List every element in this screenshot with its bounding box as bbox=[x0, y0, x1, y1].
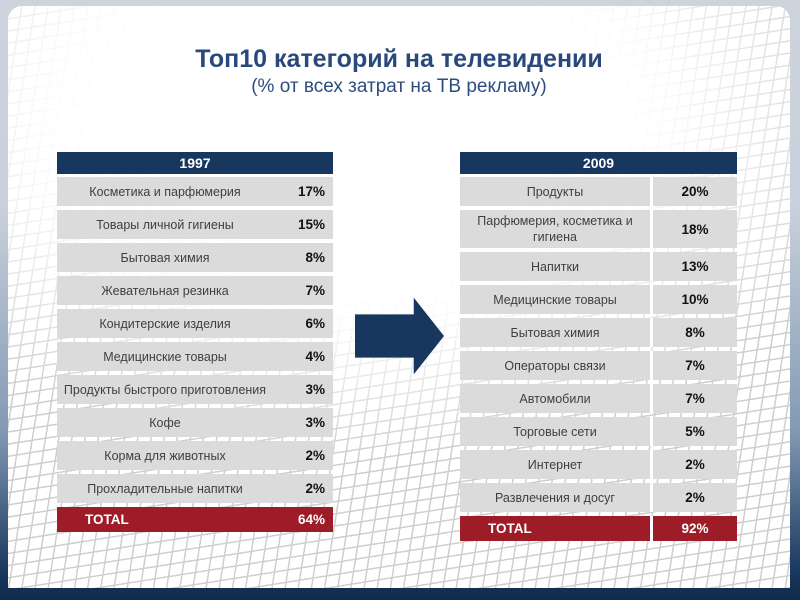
row-category-label: TOTAL bbox=[85, 511, 129, 527]
row-percent-value: 7% bbox=[650, 351, 737, 380]
table-row: Продукты 20% bbox=[460, 177, 737, 206]
table-row: Жевательная резинка 7% bbox=[57, 276, 333, 305]
row-category-label: Автомобили bbox=[519, 391, 591, 406]
row-category-label: TOTAL bbox=[488, 520, 532, 536]
table-row: Напитки 13% bbox=[460, 252, 737, 281]
row-percent-value: 13% bbox=[650, 252, 737, 281]
table-1997: 1997 Косметика и парфюмерия 17% Товары личн… bbox=[57, 152, 333, 536]
row-percent-value: 6% bbox=[305, 316, 325, 331]
table-year-header: 1997 bbox=[57, 152, 333, 174]
row-category-label: Продукты bbox=[526, 184, 584, 199]
row-percent-value: 10% bbox=[650, 285, 737, 314]
row-percent-value: 8% bbox=[305, 250, 325, 265]
row-percent-value: 4% bbox=[305, 349, 325, 364]
row-percent-value: 2% bbox=[305, 448, 325, 463]
table-row: Корма для животных 2% bbox=[57, 441, 333, 470]
row-category-label: Продукты быстрого приготовления bbox=[63, 382, 267, 397]
table-row: Медицинские товары 4% bbox=[57, 342, 333, 371]
row-percent-value: 2% bbox=[650, 483, 737, 512]
row-category-label: Медицинские товары bbox=[103, 349, 227, 364]
row-category-label: Медицинские товары bbox=[493, 292, 617, 307]
row-category-label: Товары личной гигиены bbox=[96, 217, 234, 232]
row-category-label: Кофе bbox=[149, 415, 181, 430]
row-percent-value: 15% bbox=[297, 217, 325, 232]
table-total-row: TOTAL 92% bbox=[460, 516, 737, 541]
row-percent-value: 64% bbox=[297, 512, 325, 527]
row-category-label: Бытовая химия bbox=[120, 250, 210, 265]
table-row: Кондитерские изделия 6% bbox=[57, 309, 333, 338]
row-percent-value: 7% bbox=[650, 384, 737, 413]
table-row: Товары личной гигиены 15% bbox=[57, 210, 333, 239]
table-row: Операторы связи 7% bbox=[460, 351, 737, 380]
slide-subtitle: (% от всех затрат на ТВ рекламу) bbox=[251, 76, 547, 97]
row-category-label: Жевательная резинка bbox=[101, 283, 229, 298]
slide-content-area: Топ10 категорий на телевидении (% от все… bbox=[8, 6, 790, 588]
row-category-label: Торговые сети bbox=[513, 424, 597, 439]
table-row: Развлечения и досуг 2% bbox=[460, 483, 737, 512]
row-percent-value: 2% bbox=[305, 481, 325, 496]
row-percent-value: 18% bbox=[650, 210, 737, 248]
row-category-label: Операторы связи bbox=[504, 358, 606, 373]
table-row: Автомобили 7% bbox=[460, 384, 737, 413]
table-2009: 2009 Продукты 20% Парфюмерия, косметика и г… bbox=[460, 152, 737, 545]
row-category-label: Развлечения и досуг bbox=[494, 490, 615, 505]
table-total-row: TOTAL 64% bbox=[57, 507, 333, 532]
row-category-label: Напитки bbox=[531, 259, 579, 274]
table-row: Прохладительные напитки 2% bbox=[57, 474, 333, 503]
row-category-label: Корма для животных bbox=[104, 448, 226, 463]
row-percent-value: 8% bbox=[650, 318, 737, 347]
table-row: Кофе 3% bbox=[57, 408, 333, 437]
table-year-header: 2009 bbox=[460, 152, 737, 174]
table-row: Продукты быстрого приготовления 3% bbox=[57, 375, 333, 404]
row-percent-value: 3% bbox=[305, 415, 325, 430]
table-row: Бытовая химия 8% bbox=[57, 243, 333, 272]
row-percent-value: 5% bbox=[650, 417, 737, 446]
table-row: Парфюмерия, косметика и гигиена 18% bbox=[460, 210, 737, 248]
row-category-label: Бытовая химия bbox=[510, 325, 600, 340]
row-category-label: Интернет bbox=[527, 457, 583, 472]
row-percent-value: 92% bbox=[650, 516, 737, 541]
table-row: Бытовая химия 8% bbox=[460, 318, 737, 347]
row-category-label: Прохладительные напитки bbox=[87, 481, 243, 496]
table-row: Торговые сети 5% bbox=[460, 417, 737, 446]
slide-title: Топ10 категорий на телевидении bbox=[195, 45, 603, 73]
table-row: Косметика и парфюмерия 17% bbox=[57, 177, 333, 206]
row-percent-value: 7% bbox=[305, 283, 325, 298]
row-percent-value: 2% bbox=[650, 450, 737, 479]
row-category-label: Кондитерские изделия bbox=[99, 316, 231, 331]
table-row: Интернет 2% bbox=[460, 450, 737, 479]
row-percent-value: 3% bbox=[305, 382, 325, 397]
row-percent-value: 20% bbox=[650, 177, 737, 206]
row-category-label: Парфюмерия, косметика и гигиена bbox=[477, 214, 633, 244]
title-block: Топ10 категорий на телевидении (% от все… bbox=[8, 44, 790, 100]
row-category-label: Косметика и парфюмерия bbox=[89, 184, 241, 199]
row-percent-value: 17% bbox=[297, 184, 325, 199]
table-row: Медицинские товары 10% bbox=[460, 285, 737, 314]
